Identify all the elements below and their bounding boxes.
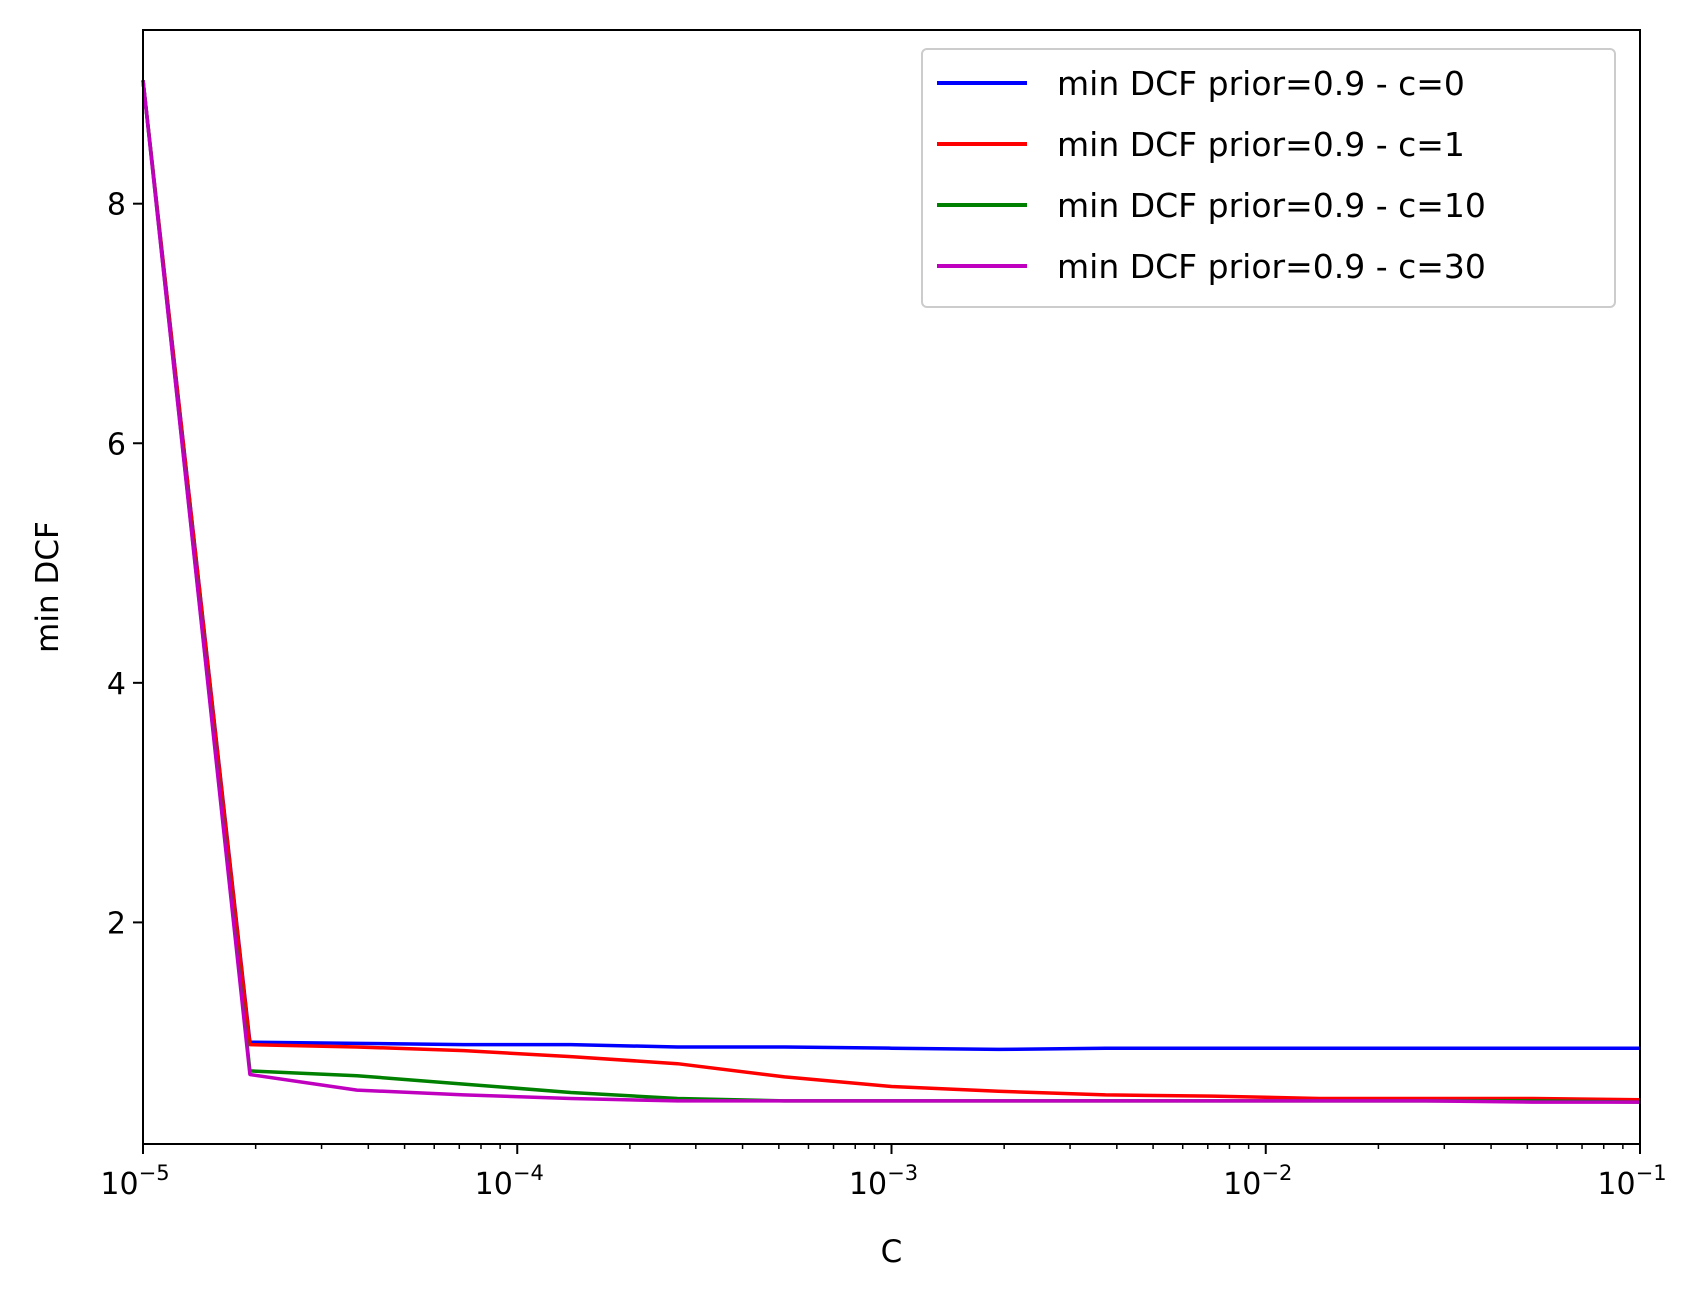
axes-layer: 10−5 10−4 10−3 10−2 10−1 2 4 6 8 <box>100 188 1666 1202</box>
series-line-0 <box>141 80 1640 1052</box>
series-layer <box>141 80 1641 1104</box>
y-tick-label: 4 <box>107 667 126 702</box>
x-tick-label: 10−2 <box>1223 1161 1292 1202</box>
series-line-3 <box>141 80 1640 1104</box>
legend-label-2: min DCF prior=0.9 - c=10 <box>1057 186 1486 225</box>
x-tick-label: 10−3 <box>849 1161 918 1202</box>
x-axis-label: C <box>881 1234 903 1270</box>
series-line-1 <box>141 80 1641 1102</box>
y-axis-label: min DCF <box>30 521 66 653</box>
legend-items: min DCF prior=0.9 - c=0 min DCF prior=0.9… <box>937 64 1486 286</box>
legend-box <box>921 48 1616 308</box>
legend-label-0: min DCF prior=0.9 - c=0 <box>1057 64 1465 103</box>
x-tick-label: 10−4 <box>475 1161 544 1202</box>
legend: min DCF prior=0.9 - c=0 min DCF prior=0.9… <box>921 48 1616 308</box>
y-tick-label: 6 <box>107 427 126 462</box>
y-tick-label: 2 <box>107 906 126 941</box>
x-tick-label: 10−5 <box>100 1161 169 1202</box>
legend-label-3: min DCF prior=0.9 - c=30 <box>1057 247 1486 286</box>
x-tick-label: 10−1 <box>1597 1161 1666 1202</box>
legend-label-1: min DCF prior=0.9 - c=1 <box>1057 125 1465 164</box>
y-tick-label: 8 <box>107 188 126 223</box>
